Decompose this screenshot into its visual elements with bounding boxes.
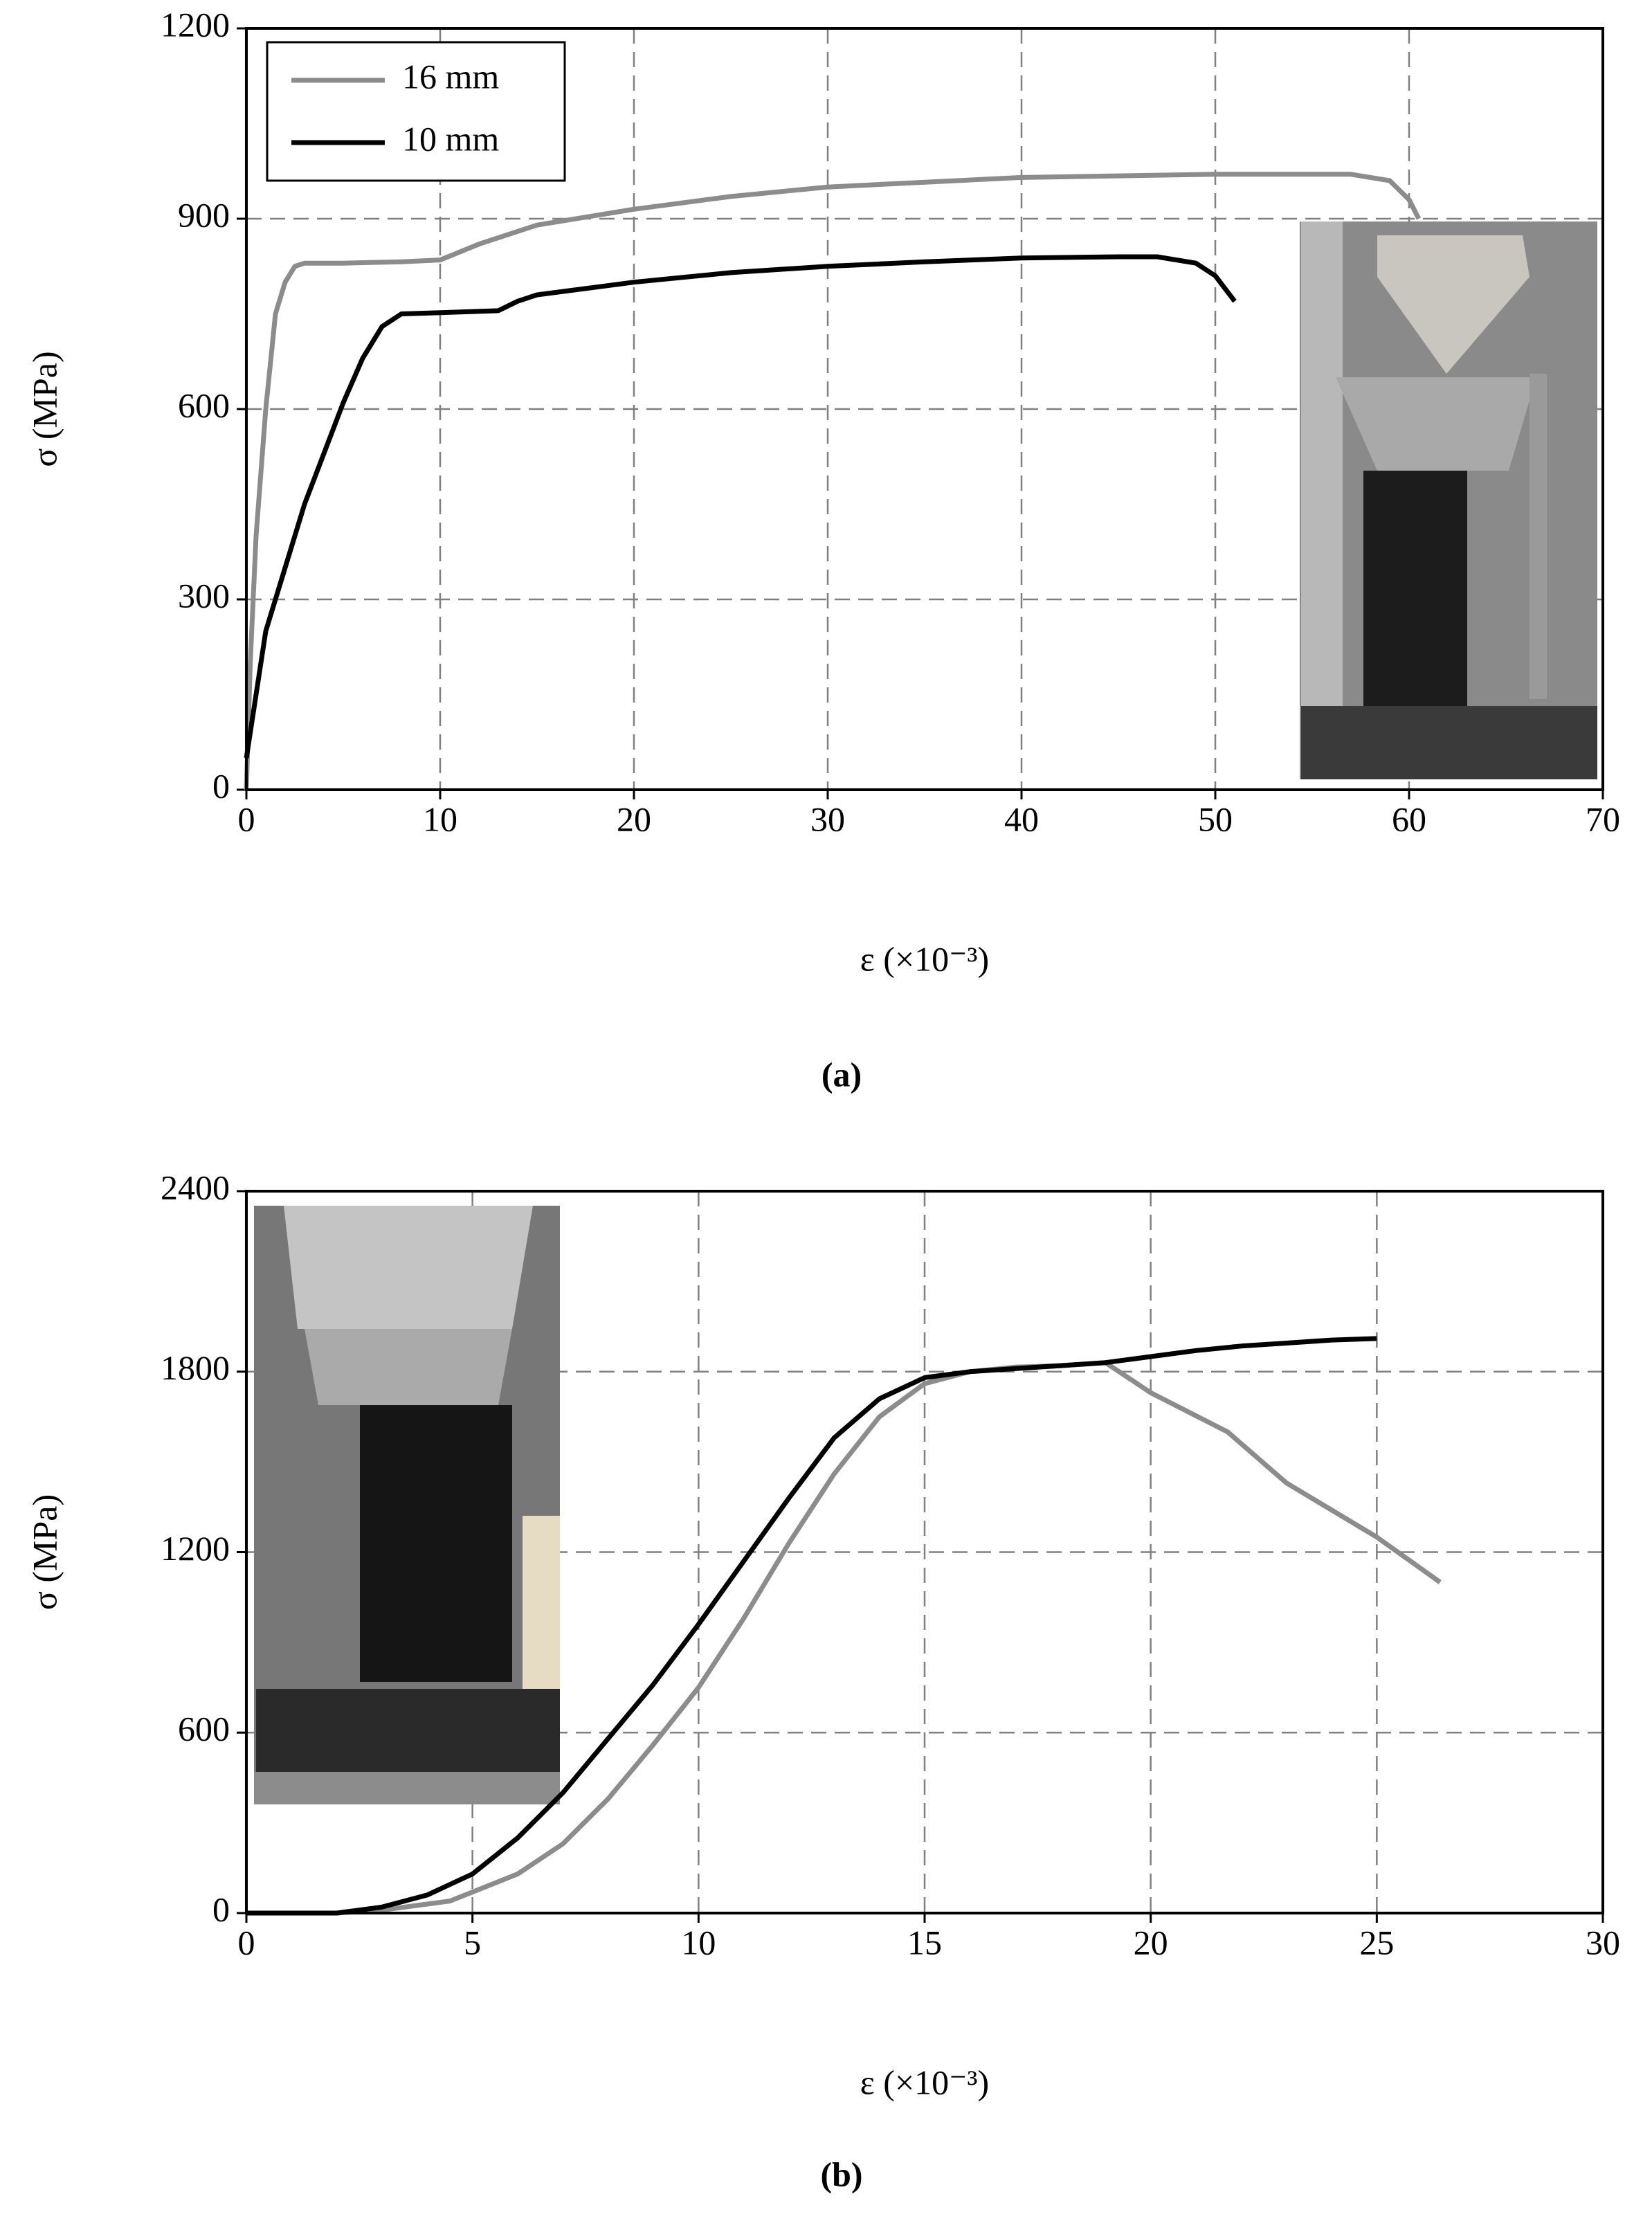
y-axis-label: σ (MPa): [25, 1494, 64, 1610]
y-tick-label: 0: [212, 766, 230, 805]
y-tick-label: 1200: [161, 1529, 230, 1568]
legend-label: 10 mm: [402, 119, 499, 158]
data-line: [246, 1336, 1377, 1916]
inset-photo: [254, 1206, 560, 1804]
x-tick-label: 0: [238, 1923, 255, 1962]
y-tick-label: 900: [178, 195, 230, 234]
y-tick-label: 0: [212, 1890, 230, 1928]
x-tick-label: 10: [681, 1923, 716, 1962]
x-tick-label: 15: [907, 1923, 942, 1962]
data-line: [246, 1360, 1442, 1916]
x-axis-label: ε (×10⁻³): [860, 2063, 989, 2101]
x-tick-label: 40: [1004, 799, 1039, 838]
y-tick-label: 600: [178, 386, 230, 424]
y-tick-label: 600: [178, 1710, 230, 1748]
x-tick-label: 5: [464, 1923, 481, 1962]
y-axis-label: σ (MPa): [25, 351, 64, 467]
chart: 0 300 600 900 1200 0 10 20 30 40 50 60 70 ε (×10⁻³) σ…: [25, 5, 1620, 1094]
data-line: [244, 254, 1237, 759]
x-axis-label: ε (×10⁻³): [860, 939, 989, 978]
data-line: [244, 172, 1422, 790]
x-tick-label: 30: [1586, 1923, 1620, 1962]
y-tick-label: 1800: [161, 1348, 230, 1387]
plot-frame: [245, 1190, 1604, 1914]
inset-photo: [1300, 221, 1597, 779]
panel-label: (b): [820, 2155, 862, 2193]
plot-frame: [245, 27, 1604, 791]
x-tick-label: 25: [1359, 1923, 1394, 1962]
x-tick-label: 50: [1198, 799, 1233, 838]
x-tick-label: 60: [1392, 799, 1426, 838]
x-tick-label: 20: [617, 799, 651, 838]
chart: 0 600 1200 1800 2400 0 5 10 15 20 25 30 ε (×10⁻³) σ …: [25, 1168, 1620, 2193]
y-tick-label: 2400: [161, 1168, 230, 1206]
y-tick-label: 300: [178, 576, 230, 615]
x-tick-label: 0: [238, 799, 255, 838]
x-tick-label: 30: [810, 799, 845, 838]
x-tick-label: 20: [1134, 1923, 1168, 1962]
x-tick-label: 10: [423, 799, 457, 838]
legend-label: 16 mm: [402, 57, 499, 96]
x-tick-label: 70: [1586, 799, 1620, 838]
y-tick-label: 1200: [161, 5, 230, 44]
legend-box: [266, 41, 566, 182]
panel-label: (a): [822, 1055, 862, 1094]
